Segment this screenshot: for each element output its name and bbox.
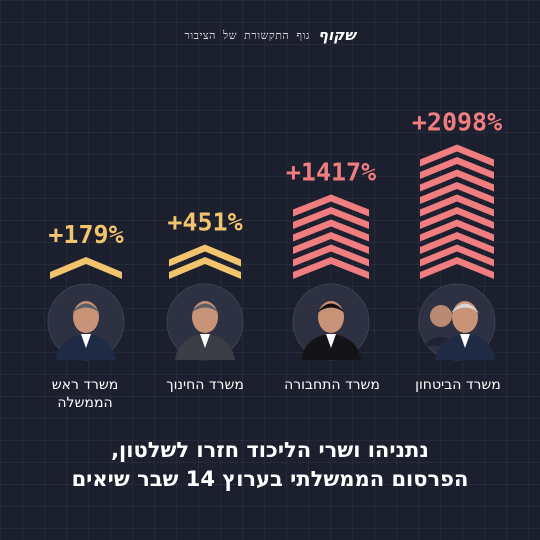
chevron-bar-0-0 [50, 257, 122, 279]
chevron-bar-2-3 [293, 219, 369, 242]
value-label-3: +2098% [412, 108, 502, 137]
chevron-bar-3-6 [420, 182, 494, 204]
chevron-bar-2-0 [293, 257, 369, 279]
portrait-hair-2 [317, 303, 345, 313]
header-tagline: גוף התקשורת של הציבור [184, 28, 311, 42]
chevron-bar-2-5 [293, 194, 369, 217]
portrait-hair-0 [72, 303, 100, 313]
category-label-transport: משרד התחבורה [284, 377, 380, 393]
value-label-2: +1417% [286, 158, 376, 187]
headline: נתניהו ושרי הליכוד חזרו לשלטון, הפרסום ה… [0, 436, 540, 494]
category-label-pm-office: משרד ראש הממשלה [51, 377, 119, 411]
header: שקוף גוף התקשורת של הציבור [0, 26, 540, 44]
portrait-face-3 [452, 301, 478, 333]
chevron-bar-3-7 [420, 169, 494, 192]
chevron-bar-3-9 [420, 144, 494, 167]
chevron-bar-1-1 [169, 244, 241, 267]
portrait-collar-1 [200, 334, 210, 348]
chevron-bar-3-0 [420, 257, 494, 279]
chevron-bar-2-2 [293, 232, 369, 254]
chevron-bar-1-0 [169, 257, 241, 279]
chevron-bar-2-4 [293, 207, 369, 229]
portrait-face-3-b [430, 305, 452, 327]
portrait-hair-3 [451, 303, 479, 313]
chevron-bar-2-1 [293, 244, 369, 267]
portrait-collar-2 [326, 334, 336, 348]
portrait-hair-1 [191, 303, 219, 313]
portrait-collar-3 [460, 334, 470, 348]
portrait-collar-0 [81, 334, 91, 348]
headline-line-2: הפרסום הממשלתי בערוץ 14 שבר שיאים [71, 467, 469, 491]
portrait-face-2 [318, 301, 344, 333]
value-label-1: +451% [167, 208, 242, 237]
chevron-bar-3-3 [420, 219, 494, 242]
value-label-0: +179% [48, 220, 123, 249]
portrait-face-1 [192, 301, 218, 333]
chevron-bar-3-2 [420, 232, 494, 254]
category-label-education: משרד החינוך [166, 377, 244, 393]
headline-line-1: נתניהו ושרי הליכוד חזרו לשלטון, [111, 438, 429, 462]
chevron-bar-3-8 [420, 157, 494, 179]
chevron-bar-3-1 [420, 244, 494, 267]
category-label-defense: משרד הביטחון [415, 377, 501, 393]
brand-logo: שקוף [318, 26, 356, 44]
chevron-bar-3-4 [420, 207, 494, 229]
chevron-bar-3-5 [420, 194, 494, 217]
portrait-face-0 [73, 301, 99, 333]
